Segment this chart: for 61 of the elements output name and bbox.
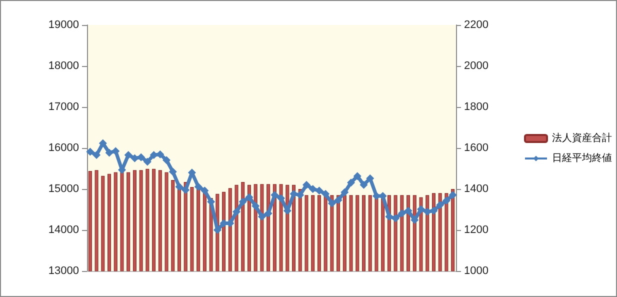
point	[290, 190, 298, 198]
y2-tick-label: 2000	[464, 60, 488, 72]
legend-label: 法人資産合計	[552, 132, 612, 144]
point	[98, 139, 107, 148]
point	[417, 205, 426, 214]
point	[182, 186, 190, 194]
point	[340, 188, 349, 196]
point	[360, 180, 368, 189]
y2-tick-label: 1400	[464, 183, 488, 195]
legend-label: 日経平均終値	[552, 152, 612, 164]
point	[353, 172, 362, 180]
point	[245, 193, 254, 202]
point	[168, 168, 177, 176]
y2-tick-label: 2200	[464, 19, 488, 31]
point	[162, 156, 171, 164]
point	[238, 198, 247, 206]
point	[308, 185, 317, 193]
point	[112, 147, 120, 156]
point	[232, 208, 241, 216]
point	[410, 216, 419, 224]
point	[347, 178, 356, 187]
point	[328, 199, 336, 208]
y2-tick-label: 1600	[464, 142, 488, 154]
point	[385, 212, 394, 221]
point	[86, 148, 94, 156]
point	[398, 209, 406, 218]
point	[207, 198, 216, 206]
point	[143, 158, 152, 166]
y-tick-label: 13000	[48, 265, 79, 277]
point	[277, 194, 286, 202]
point	[175, 182, 184, 191]
point	[442, 196, 450, 205]
y2-tick-label: 1200	[464, 224, 488, 236]
point	[252, 202, 260, 210]
point	[366, 174, 374, 182]
point	[137, 153, 146, 162]
point	[302, 180, 310, 189]
point	[404, 206, 412, 215]
point	[92, 150, 101, 159]
y-tick-label: 15000	[48, 183, 79, 195]
point	[315, 186, 324, 195]
point	[200, 186, 209, 195]
point	[270, 190, 279, 199]
y-tick-label: 19000	[48, 19, 79, 31]
point	[392, 214, 400, 222]
point	[258, 212, 266, 221]
y-tick-label: 16000	[48, 142, 79, 154]
point	[296, 190, 304, 199]
y-tick-label: 18000	[48, 60, 79, 72]
y-tick-label: 14000	[48, 224, 79, 236]
y2-tick-label: 1800	[464, 101, 488, 113]
y-tick-label: 17000	[48, 101, 79, 113]
point	[448, 190, 457, 199]
point	[124, 150, 132, 159]
point	[334, 196, 342, 204]
point	[436, 200, 444, 209]
point	[322, 190, 330, 198]
y2-tick-label: 1000	[464, 265, 488, 277]
point	[194, 182, 202, 191]
point	[105, 148, 114, 157]
point	[264, 209, 272, 218]
